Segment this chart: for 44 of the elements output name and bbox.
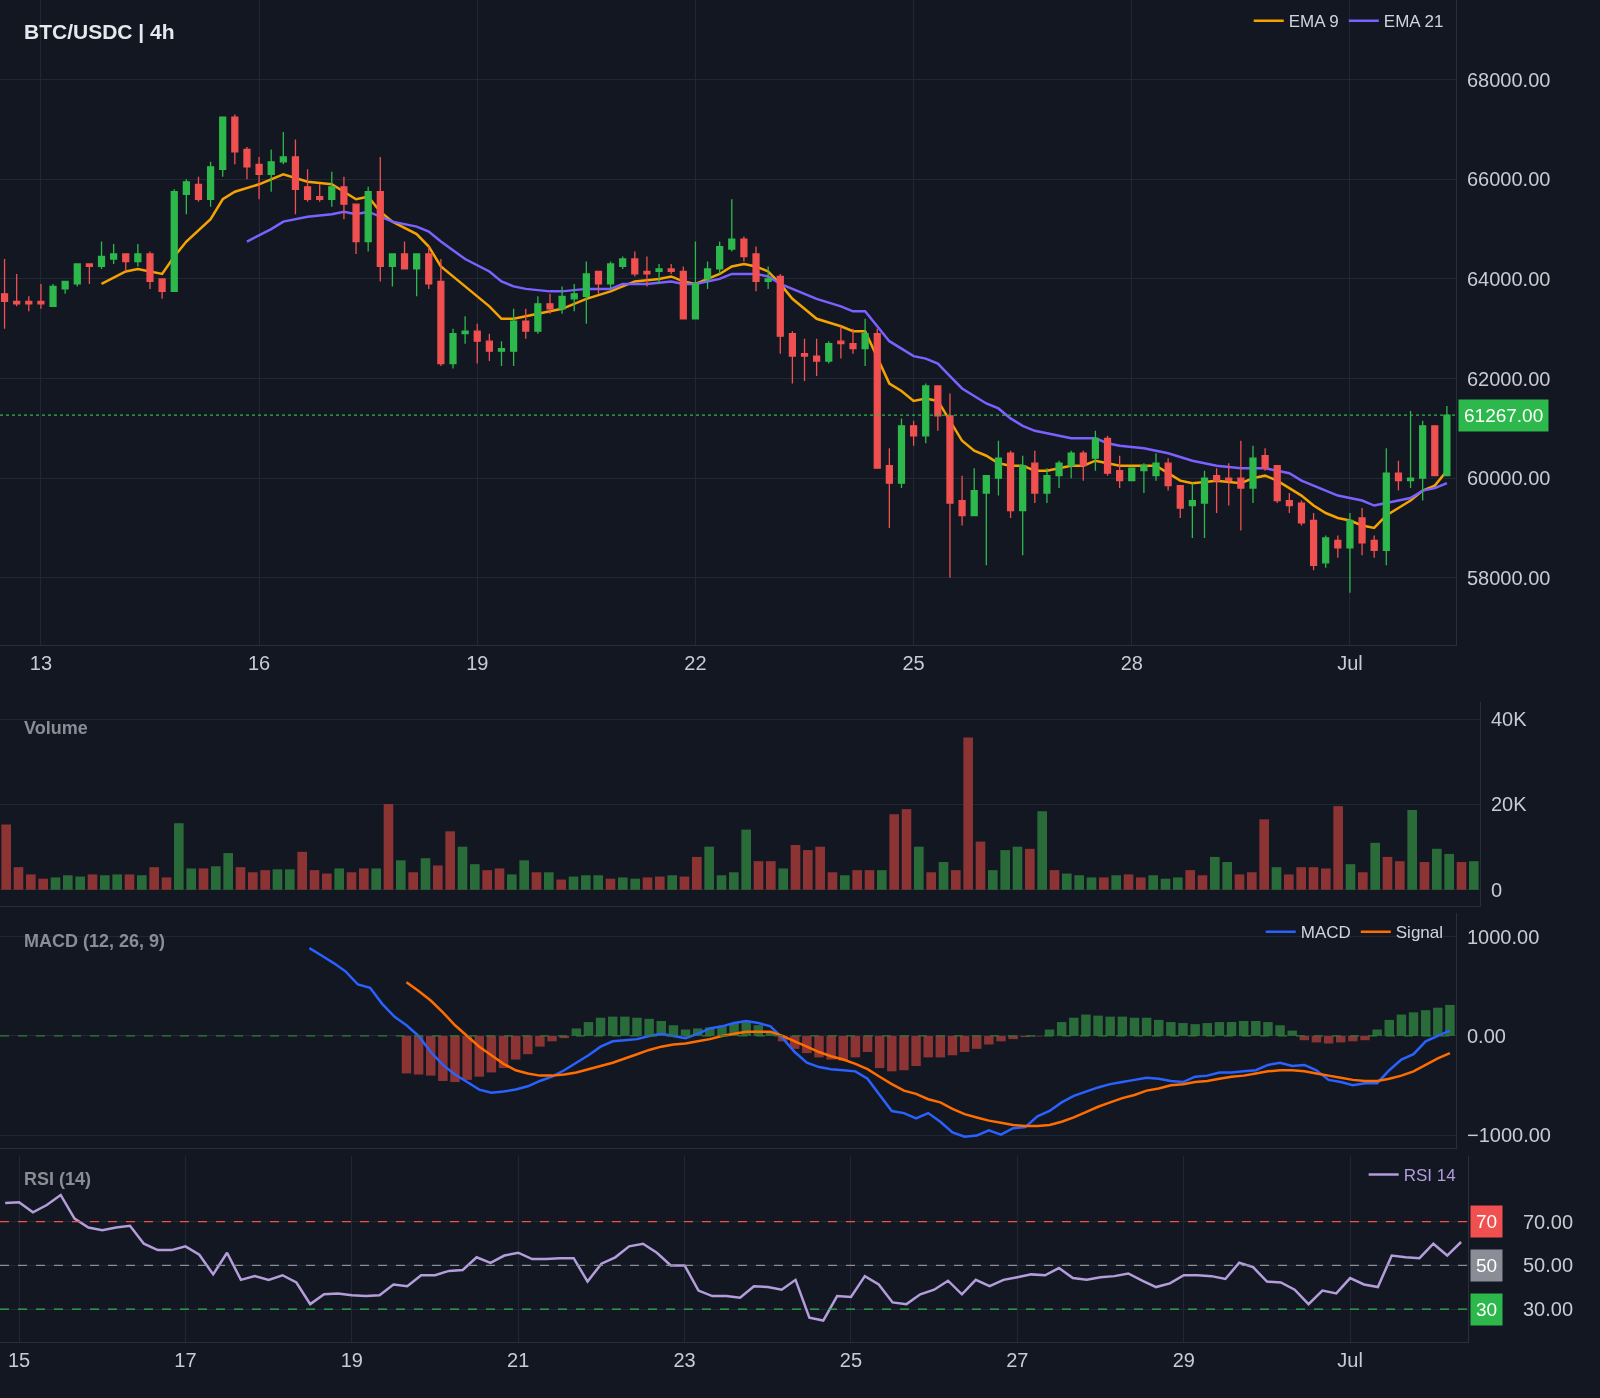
x-tick-label: 28 — [1120, 652, 1143, 674]
y-tick-label: 68000.00 — [1467, 68, 1551, 91]
legend-label: EMA 21 — [1383, 12, 1444, 32]
x-tick-label: 15 — [7, 1349, 31, 1371]
legend-label: MACD — [1300, 923, 1351, 943]
y-tick-label: 62000.00 — [1467, 367, 1551, 390]
text: MACD (12, 26, 9) — [24, 930, 166, 951]
x-tick-label: 13 — [29, 652, 53, 674]
y-tick-label: −1000.00 — [1467, 1124, 1551, 1147]
x-tick-label: 19 — [466, 652, 489, 674]
y-tick-label: 50.00 — [1523, 1254, 1574, 1277]
text: Volume — [24, 717, 88, 738]
x-tick-label: 25 — [839, 1349, 863, 1371]
y-tick-label: 0.00 — [1467, 1024, 1506, 1047]
y-tick-label: 0 — [1491, 878, 1503, 901]
x-tick-label: 21 — [507, 1349, 530, 1371]
x-tick-label: 16 — [247, 652, 271, 674]
y-tick-label: 20K — [1491, 793, 1528, 816]
x-tick-label: 27 — [1006, 1349, 1029, 1371]
y-tick-label: 66000.00 — [1467, 168, 1551, 191]
x-tick-label: 25 — [902, 652, 925, 674]
legend-label: EMA 9 — [1288, 12, 1339, 32]
y-tick-label: 70.00 — [1523, 1210, 1574, 1233]
x-tick-label: 29 — [1172, 1349, 1195, 1371]
text: RSI (14) — [24, 1168, 92, 1189]
y-tick-label: 60000.00 — [1467, 467, 1551, 490]
ref-line-label: 30 — [1476, 1299, 1498, 1320]
x-tick-label: 22 — [684, 652, 707, 674]
ref-line-label: 70 — [1476, 1211, 1498, 1232]
ref-line-label: 50 — [1476, 1255, 1498, 1276]
x-tick-label: 19 — [340, 1349, 363, 1371]
x-tick-label: 17 — [174, 1349, 197, 1371]
x-tick-label: Jul — [1337, 1349, 1363, 1371]
legend-label: Signal — [1395, 923, 1444, 943]
y-tick-label: 30.00 — [1523, 1298, 1574, 1321]
x-tick-label: Jul — [1337, 652, 1363, 674]
y-tick-label: 64000.00 — [1467, 267, 1551, 290]
text: RSI 14 — [1403, 1166, 1456, 1186]
y-tick-label: 58000.00 — [1467, 566, 1551, 589]
x-tick-label: 23 — [673, 1349, 696, 1371]
y-tick-label: 1000.00 — [1467, 925, 1540, 948]
text: BTC/USDC | 4h — [24, 20, 175, 44]
y-tick-label: 40K — [1491, 708, 1528, 731]
ref-line-label: 61267.00 — [1464, 405, 1544, 426]
